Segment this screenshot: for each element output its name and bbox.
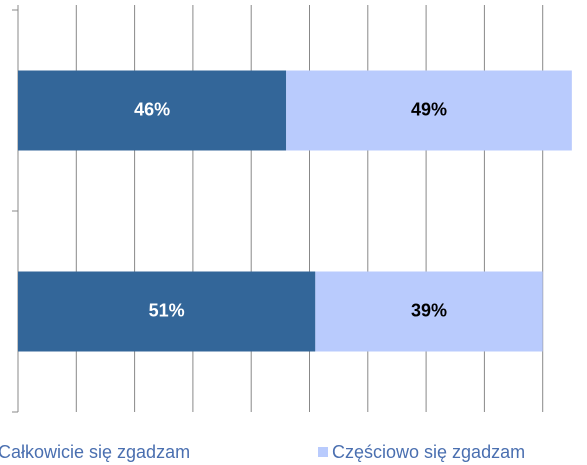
bar: [18, 271, 316, 352]
data-label: 39%: [411, 300, 447, 320]
data-label: 46%: [134, 99, 170, 119]
legend-label: Częściowo się zgadzam: [332, 442, 525, 462]
bar: [18, 70, 287, 151]
bar: [315, 271, 543, 352]
bar: [286, 70, 572, 151]
legend-marker: [318, 447, 328, 457]
legend-label: Całkowicie się zgadzam: [0, 442, 190, 462]
data-label: 49%: [411, 99, 447, 119]
data-label: 51%: [149, 300, 185, 320]
